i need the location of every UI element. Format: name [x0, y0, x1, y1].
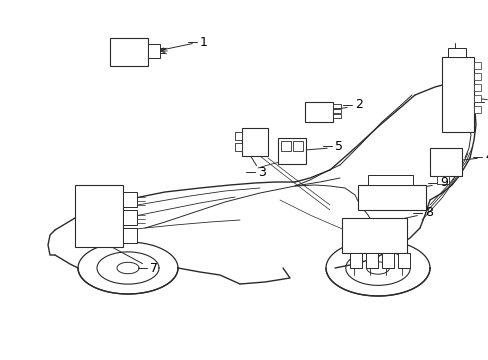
- Bar: [381, 253, 393, 268]
- Bar: [123, 228, 137, 243]
- Text: 2: 2: [354, 99, 362, 112]
- Bar: [123, 210, 137, 225]
- Bar: [281, 141, 290, 151]
- Bar: [332, 104, 340, 108]
- Text: 7: 7: [150, 261, 158, 274]
- Bar: [365, 253, 377, 268]
- Bar: [441, 57, 473, 132]
- Bar: [332, 114, 340, 118]
- Bar: [242, 128, 267, 156]
- Text: 5: 5: [334, 139, 342, 153]
- Bar: [235, 143, 242, 151]
- Bar: [429, 148, 461, 176]
- Bar: [473, 95, 480, 102]
- Text: 4: 4: [484, 150, 488, 163]
- Text: 6: 6: [486, 95, 488, 108]
- Text: 9: 9: [439, 176, 447, 189]
- Bar: [292, 141, 303, 151]
- Text: 1: 1: [200, 36, 207, 49]
- Bar: [332, 109, 340, 113]
- Bar: [473, 62, 480, 69]
- Bar: [436, 176, 448, 184]
- Bar: [278, 138, 305, 164]
- Bar: [123, 192, 137, 207]
- Bar: [349, 253, 361, 268]
- Bar: [473, 84, 480, 91]
- Text: 8: 8: [424, 207, 432, 220]
- Bar: [110, 38, 148, 66]
- Bar: [148, 44, 160, 58]
- Bar: [357, 185, 425, 210]
- Bar: [473, 106, 480, 113]
- Text: 3: 3: [258, 166, 265, 179]
- Bar: [447, 48, 465, 57]
- Bar: [305, 102, 332, 122]
- Bar: [397, 253, 409, 268]
- Bar: [75, 185, 123, 247]
- Bar: [367, 175, 412, 185]
- Bar: [341, 218, 406, 253]
- Bar: [235, 132, 242, 140]
- Bar: [473, 73, 480, 80]
